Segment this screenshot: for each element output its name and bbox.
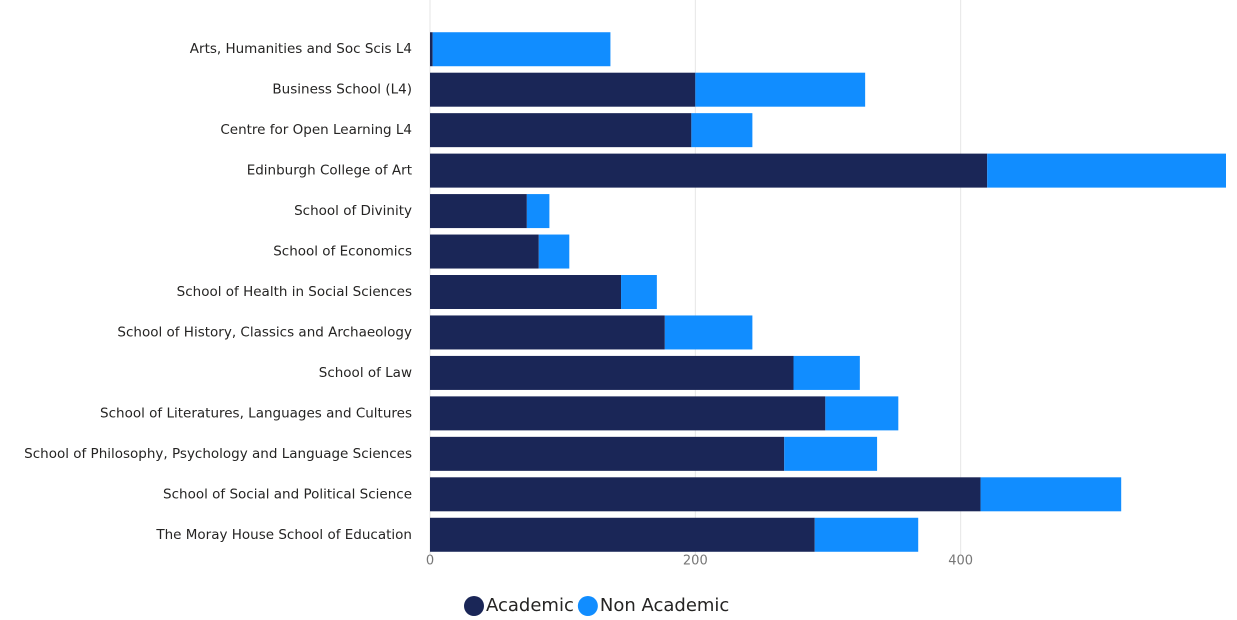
bar-segment [538, 234, 570, 269]
y-tick-label: School of Divinity [294, 203, 412, 219]
bar-segment [430, 275, 622, 309]
bar-segment [430, 194, 527, 229]
y-tick-label: Edinburgh College of Art [247, 163, 412, 179]
x-tick-label: 200 [683, 554, 708, 569]
bar-segment [784, 436, 878, 471]
y-tick-label: Centre for Open Learning L4 [220, 122, 412, 138]
legend-marker [464, 596, 484, 616]
bar-segment [430, 72, 696, 107]
bar-segment [793, 355, 860, 390]
y-tick-label: School of Social and Political Science [163, 486, 412, 502]
bar-segment [430, 234, 539, 269]
bar-segment [691, 113, 753, 148]
x-tick-label: 400 [948, 554, 973, 569]
bar-segment [430, 436, 785, 471]
x-tick-label: 0 [426, 554, 434, 569]
y-tick-label: Business School (L4) [272, 82, 412, 98]
legend-label: Academic [486, 595, 574, 616]
y-tick-label: The Moray House School of Education [155, 527, 412, 543]
bar-segment [526, 194, 550, 229]
bar-segment [432, 32, 611, 67]
bar-segment [430, 477, 981, 512]
bar-segment [430, 153, 988, 188]
bar-segment [430, 315, 665, 350]
bar-segment [430, 113, 692, 148]
y-tick-label: School of Health in Social Sciences [177, 284, 412, 300]
bar-segment [814, 517, 919, 552]
bar-segment [825, 396, 899, 431]
bar-segment [621, 275, 657, 309]
bar-segment [430, 355, 794, 390]
y-tick-label: School of History, Classics and Archaeol… [117, 324, 412, 340]
bar-segment [987, 153, 1226, 188]
y-tick-label: School of Law [319, 365, 412, 381]
y-tick-label: School of Philosophy, Psychology and Lan… [24, 446, 412, 462]
y-tick-label: School of Literatures, Languages and Cul… [100, 405, 412, 421]
bar-segment [430, 32, 433, 67]
legend-label: Non Academic [600, 595, 729, 616]
legend-marker [577, 596, 598, 616]
bar-segment [664, 315, 753, 350]
bar-segment [980, 477, 1122, 512]
bar-segment [430, 396, 826, 431]
y-tick-label: Arts, Humanities and Soc Scis L4 [190, 41, 412, 57]
bar-segment [430, 517, 815, 552]
bar-segment [695, 72, 866, 107]
y-tick-label: School of Economics [273, 244, 412, 260]
